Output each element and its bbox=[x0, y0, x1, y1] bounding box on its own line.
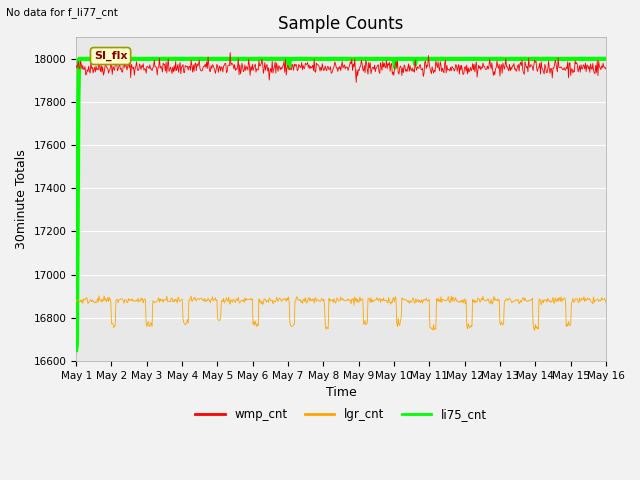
Title: Sample Counts: Sample Counts bbox=[278, 15, 404, 33]
Y-axis label: 30minute Totals: 30minute Totals bbox=[15, 149, 28, 249]
Legend: wmp_cnt, lgr_cnt, li75_cnt: wmp_cnt, lgr_cnt, li75_cnt bbox=[191, 404, 492, 426]
Text: SI_flx: SI_flx bbox=[94, 51, 127, 61]
Text: No data for f_li77_cnt: No data for f_li77_cnt bbox=[6, 7, 118, 18]
X-axis label: Time: Time bbox=[326, 386, 356, 399]
